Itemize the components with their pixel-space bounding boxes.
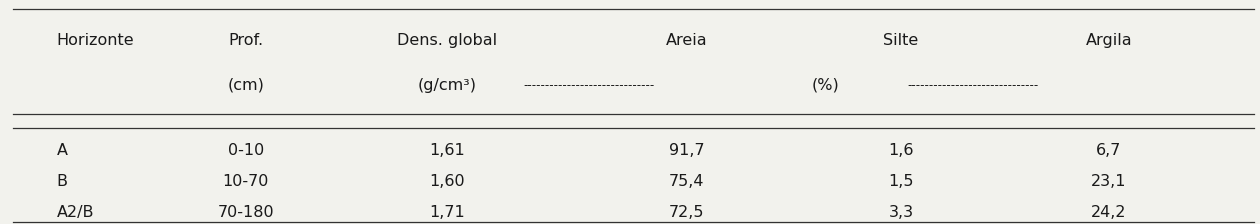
- Text: 23,1: 23,1: [1091, 174, 1126, 189]
- Text: 1,6: 1,6: [888, 143, 914, 157]
- Text: 1,60: 1,60: [430, 174, 465, 189]
- Text: 1,71: 1,71: [430, 205, 465, 220]
- Text: 91,7: 91,7: [669, 143, 704, 157]
- Text: 3,3: 3,3: [888, 205, 914, 220]
- Text: A2/B: A2/B: [57, 205, 94, 220]
- Text: ------------------------------: ------------------------------: [907, 79, 1038, 92]
- Text: (%): (%): [811, 78, 839, 93]
- Text: (g/cm³): (g/cm³): [418, 78, 476, 93]
- Text: ------------------------------: ------------------------------: [523, 79, 654, 92]
- Text: Silte: Silte: [883, 33, 919, 48]
- Text: 0-10: 0-10: [228, 143, 263, 157]
- Text: 70-180: 70-180: [218, 205, 273, 220]
- Text: Horizonte: Horizonte: [57, 33, 135, 48]
- Text: Dens. global: Dens. global: [397, 33, 498, 48]
- Text: 10-70: 10-70: [223, 174, 268, 189]
- Text: Prof.: Prof.: [228, 33, 263, 48]
- Text: 24,2: 24,2: [1091, 205, 1126, 220]
- Text: A: A: [57, 143, 68, 157]
- Text: B: B: [57, 174, 68, 189]
- Text: 1,5: 1,5: [888, 174, 914, 189]
- Text: 1,61: 1,61: [430, 143, 465, 157]
- Text: Areia: Areia: [665, 33, 708, 48]
- Text: Argila: Argila: [1085, 33, 1133, 48]
- Text: 6,7: 6,7: [1096, 143, 1121, 157]
- Text: (cm): (cm): [227, 78, 265, 93]
- Text: 72,5: 72,5: [669, 205, 704, 220]
- Text: 75,4: 75,4: [669, 174, 704, 189]
